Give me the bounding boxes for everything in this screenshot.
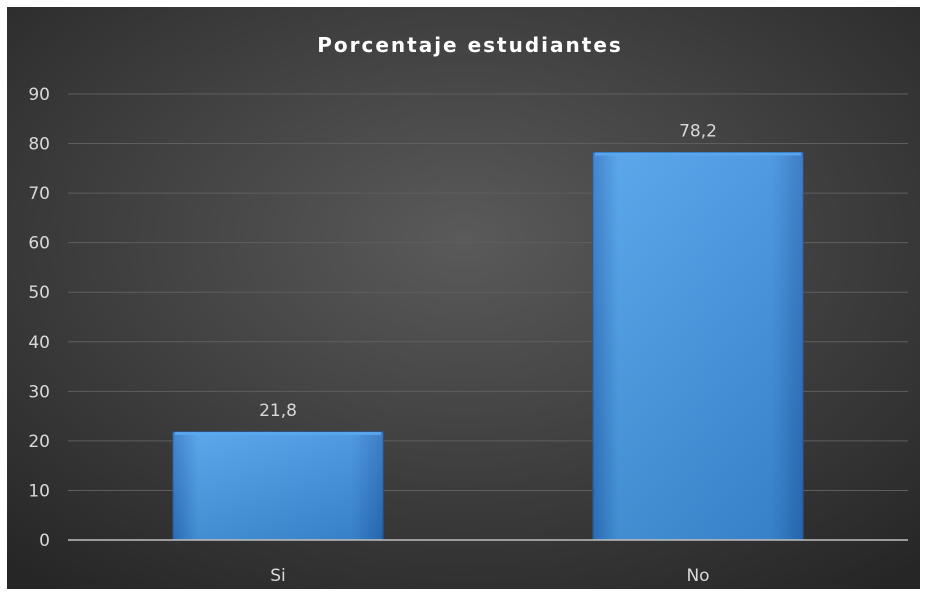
y-tick-label: 60 [28,234,50,254]
bar-shade [173,431,383,540]
y-tick-label: 70 [28,184,50,204]
bar-top-highlight [595,152,801,156]
x-tick-label: No [686,566,709,586]
y-tick-label: 0 [39,531,50,551]
y-tick-label: 20 [28,432,50,452]
data-label: 21,8 [259,401,297,421]
data-label: 78,2 [679,121,717,141]
x-tick-label: Si [270,566,286,586]
bar-shade [593,152,803,540]
y-axis-ticks: 0 10 20 30 40 50 60 70 80 90 [28,85,50,551]
x-axis-categories: Si No [270,566,709,586]
bars [172,151,804,541]
chart-title: Porcentaje estudiantes [317,33,623,57]
y-tick-label: 40 [28,333,50,353]
bar-top-highlight [175,431,381,435]
y-tick-label: 90 [28,85,50,105]
y-tick-label: 30 [28,382,50,402]
y-tick-label: 80 [28,135,50,155]
y-tick-label: 10 [28,481,50,501]
data-labels: 21,8 78,2 [259,121,717,420]
y-tick-label: 50 [28,283,50,303]
